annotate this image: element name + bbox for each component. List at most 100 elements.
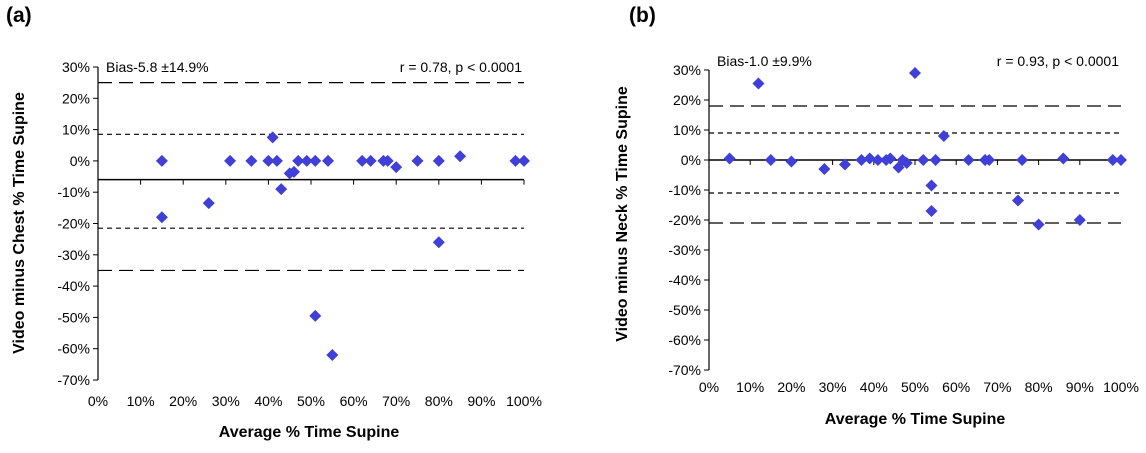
x-tick-label: 60% xyxy=(942,379,970,395)
data-point xyxy=(518,154,530,167)
x-tick-label: 0% xyxy=(699,379,719,395)
data-point xyxy=(1057,152,1070,165)
data-point xyxy=(818,163,831,175)
data-point xyxy=(723,152,736,165)
x-tick-labels: 0% 10% 20% 30% 40% 50% 60% 70% 80% 90% 100% xyxy=(88,179,542,409)
data-point xyxy=(432,236,445,249)
y-tick-label: 10% xyxy=(62,122,90,138)
x-axis-label: Average % Time Supine xyxy=(825,411,1006,428)
correlation-annotation: r = 0.78, p < 0.0001 xyxy=(400,59,522,75)
data-point xyxy=(838,158,851,171)
x-tick-label: 80% xyxy=(1025,379,1053,395)
data-point xyxy=(855,154,868,166)
data-point xyxy=(929,154,942,166)
data-point xyxy=(1016,154,1029,166)
y-tick-label: -40% xyxy=(57,278,90,294)
y-tick-label: 30% xyxy=(673,62,701,78)
bias-annotation: Bias-1.0 ±9.9% xyxy=(717,53,812,69)
y-tick-label: 0% xyxy=(681,152,701,168)
x-tick-label: 70% xyxy=(983,379,1011,395)
y-tick-label: -50% xyxy=(57,309,90,325)
x-tick-label: 20% xyxy=(169,393,197,409)
scatter-plot: 30%20%10%0%-10%-20%-30%-40%-50%-60%-70%0… xyxy=(614,53,1139,428)
x-tick-label: 10% xyxy=(127,393,155,409)
data-point xyxy=(300,154,313,167)
data-point xyxy=(1032,218,1045,231)
data-point xyxy=(1115,154,1127,166)
y-tick-label: -20% xyxy=(57,216,90,232)
y-tick-label: -30% xyxy=(668,242,701,258)
data-point xyxy=(292,154,305,167)
data-point xyxy=(364,154,377,167)
x-tick-label: 30% xyxy=(212,393,240,409)
x-tick-label: 80% xyxy=(425,393,453,409)
data-point xyxy=(202,197,215,210)
x-tick-label: 60% xyxy=(340,393,368,409)
data-point xyxy=(1012,194,1024,207)
y-tick-label: -60% xyxy=(668,332,701,348)
y-tick-label: 0% xyxy=(70,153,90,169)
data-point xyxy=(785,155,798,168)
x-tick-label: 0% xyxy=(88,393,108,409)
x-tick-labels: 0% 10% 20% 30% 40% 50% 60% 70% 80% 90% 100% xyxy=(699,160,1139,395)
x-tick-label: 100% xyxy=(1103,379,1139,395)
data-point xyxy=(863,152,876,165)
chart-panel-b: (b) 30% 20% 10% 0% -10% -20% -30% -40% -50% -60% -… xyxy=(573,0,1146,448)
x-tick-label: 50% xyxy=(901,379,929,395)
data-points xyxy=(155,131,530,361)
data-point xyxy=(309,154,322,167)
data-point xyxy=(925,179,938,192)
data-point xyxy=(322,154,335,167)
x-tick-label: 40% xyxy=(860,379,888,395)
data-point xyxy=(1073,214,1086,226)
data-point xyxy=(432,154,445,167)
scatter-plot: 30% 20% 10% 0% -10% -20% -30% -40% -50% -60% -70% 0… xyxy=(11,59,542,441)
data-point xyxy=(356,154,369,167)
y-tick-label: -70% xyxy=(668,362,701,378)
y-tick-label: -10% xyxy=(57,184,90,200)
data-point xyxy=(925,205,938,217)
y-axis-label: Video minus Neck % Time Supine xyxy=(614,86,631,342)
data-point xyxy=(275,183,288,196)
data-point xyxy=(871,154,884,166)
y-tick-label: 30% xyxy=(62,59,90,75)
y-tick-label: -30% xyxy=(57,247,90,263)
data-point xyxy=(454,150,467,163)
x-tick-label: 20% xyxy=(777,379,805,395)
data-point xyxy=(266,131,279,144)
y-tick-label: -60% xyxy=(57,341,90,357)
data-point xyxy=(983,154,996,166)
data-point xyxy=(909,67,921,79)
data-point xyxy=(411,154,424,167)
y-tick-labels: 30% 20% 10% 0% -10% -20% -30% -40% -50% -60% -70% xyxy=(668,62,709,378)
data-point xyxy=(390,161,403,174)
data-point xyxy=(262,154,275,167)
y-tick-label: -40% xyxy=(668,272,701,288)
data-point xyxy=(962,154,975,166)
panel-label: (b) xyxy=(629,4,656,27)
y-tick-labels: 30% 20% 10% 0% -10% -20% -30% -40% -50% -60% -70% xyxy=(57,59,98,388)
data-point xyxy=(509,154,522,167)
data-point xyxy=(245,154,258,167)
data-points xyxy=(723,67,1127,231)
y-tick-label: -70% xyxy=(57,372,90,388)
data-point xyxy=(326,348,339,361)
y-axis-label: Video minus Chest % Time Supine xyxy=(11,92,28,354)
bias-annotation: Bias-5.8 ±14.9% xyxy=(106,59,209,75)
data-point xyxy=(892,161,905,174)
x-tick-label: 100% xyxy=(506,393,542,409)
y-tick-label: 20% xyxy=(673,92,701,108)
y-tick-label: -50% xyxy=(668,302,701,318)
y-tick-label: 20% xyxy=(62,90,90,106)
data-point xyxy=(900,157,913,169)
data-point xyxy=(309,309,322,322)
x-tick-label: 90% xyxy=(1066,379,1094,395)
chart-panel-a: (a) 30% 20% 10% 0% -10% -20% -30% -40% -50% -60% -… xyxy=(0,0,573,448)
x-tick-label: 40% xyxy=(254,393,282,409)
x-tick-label: 30% xyxy=(819,379,847,395)
data-point xyxy=(224,154,237,167)
data-point xyxy=(937,130,950,142)
x-tick-label: 50% xyxy=(297,393,325,409)
y-tick-label: -10% xyxy=(668,182,701,198)
data-point xyxy=(270,154,283,167)
